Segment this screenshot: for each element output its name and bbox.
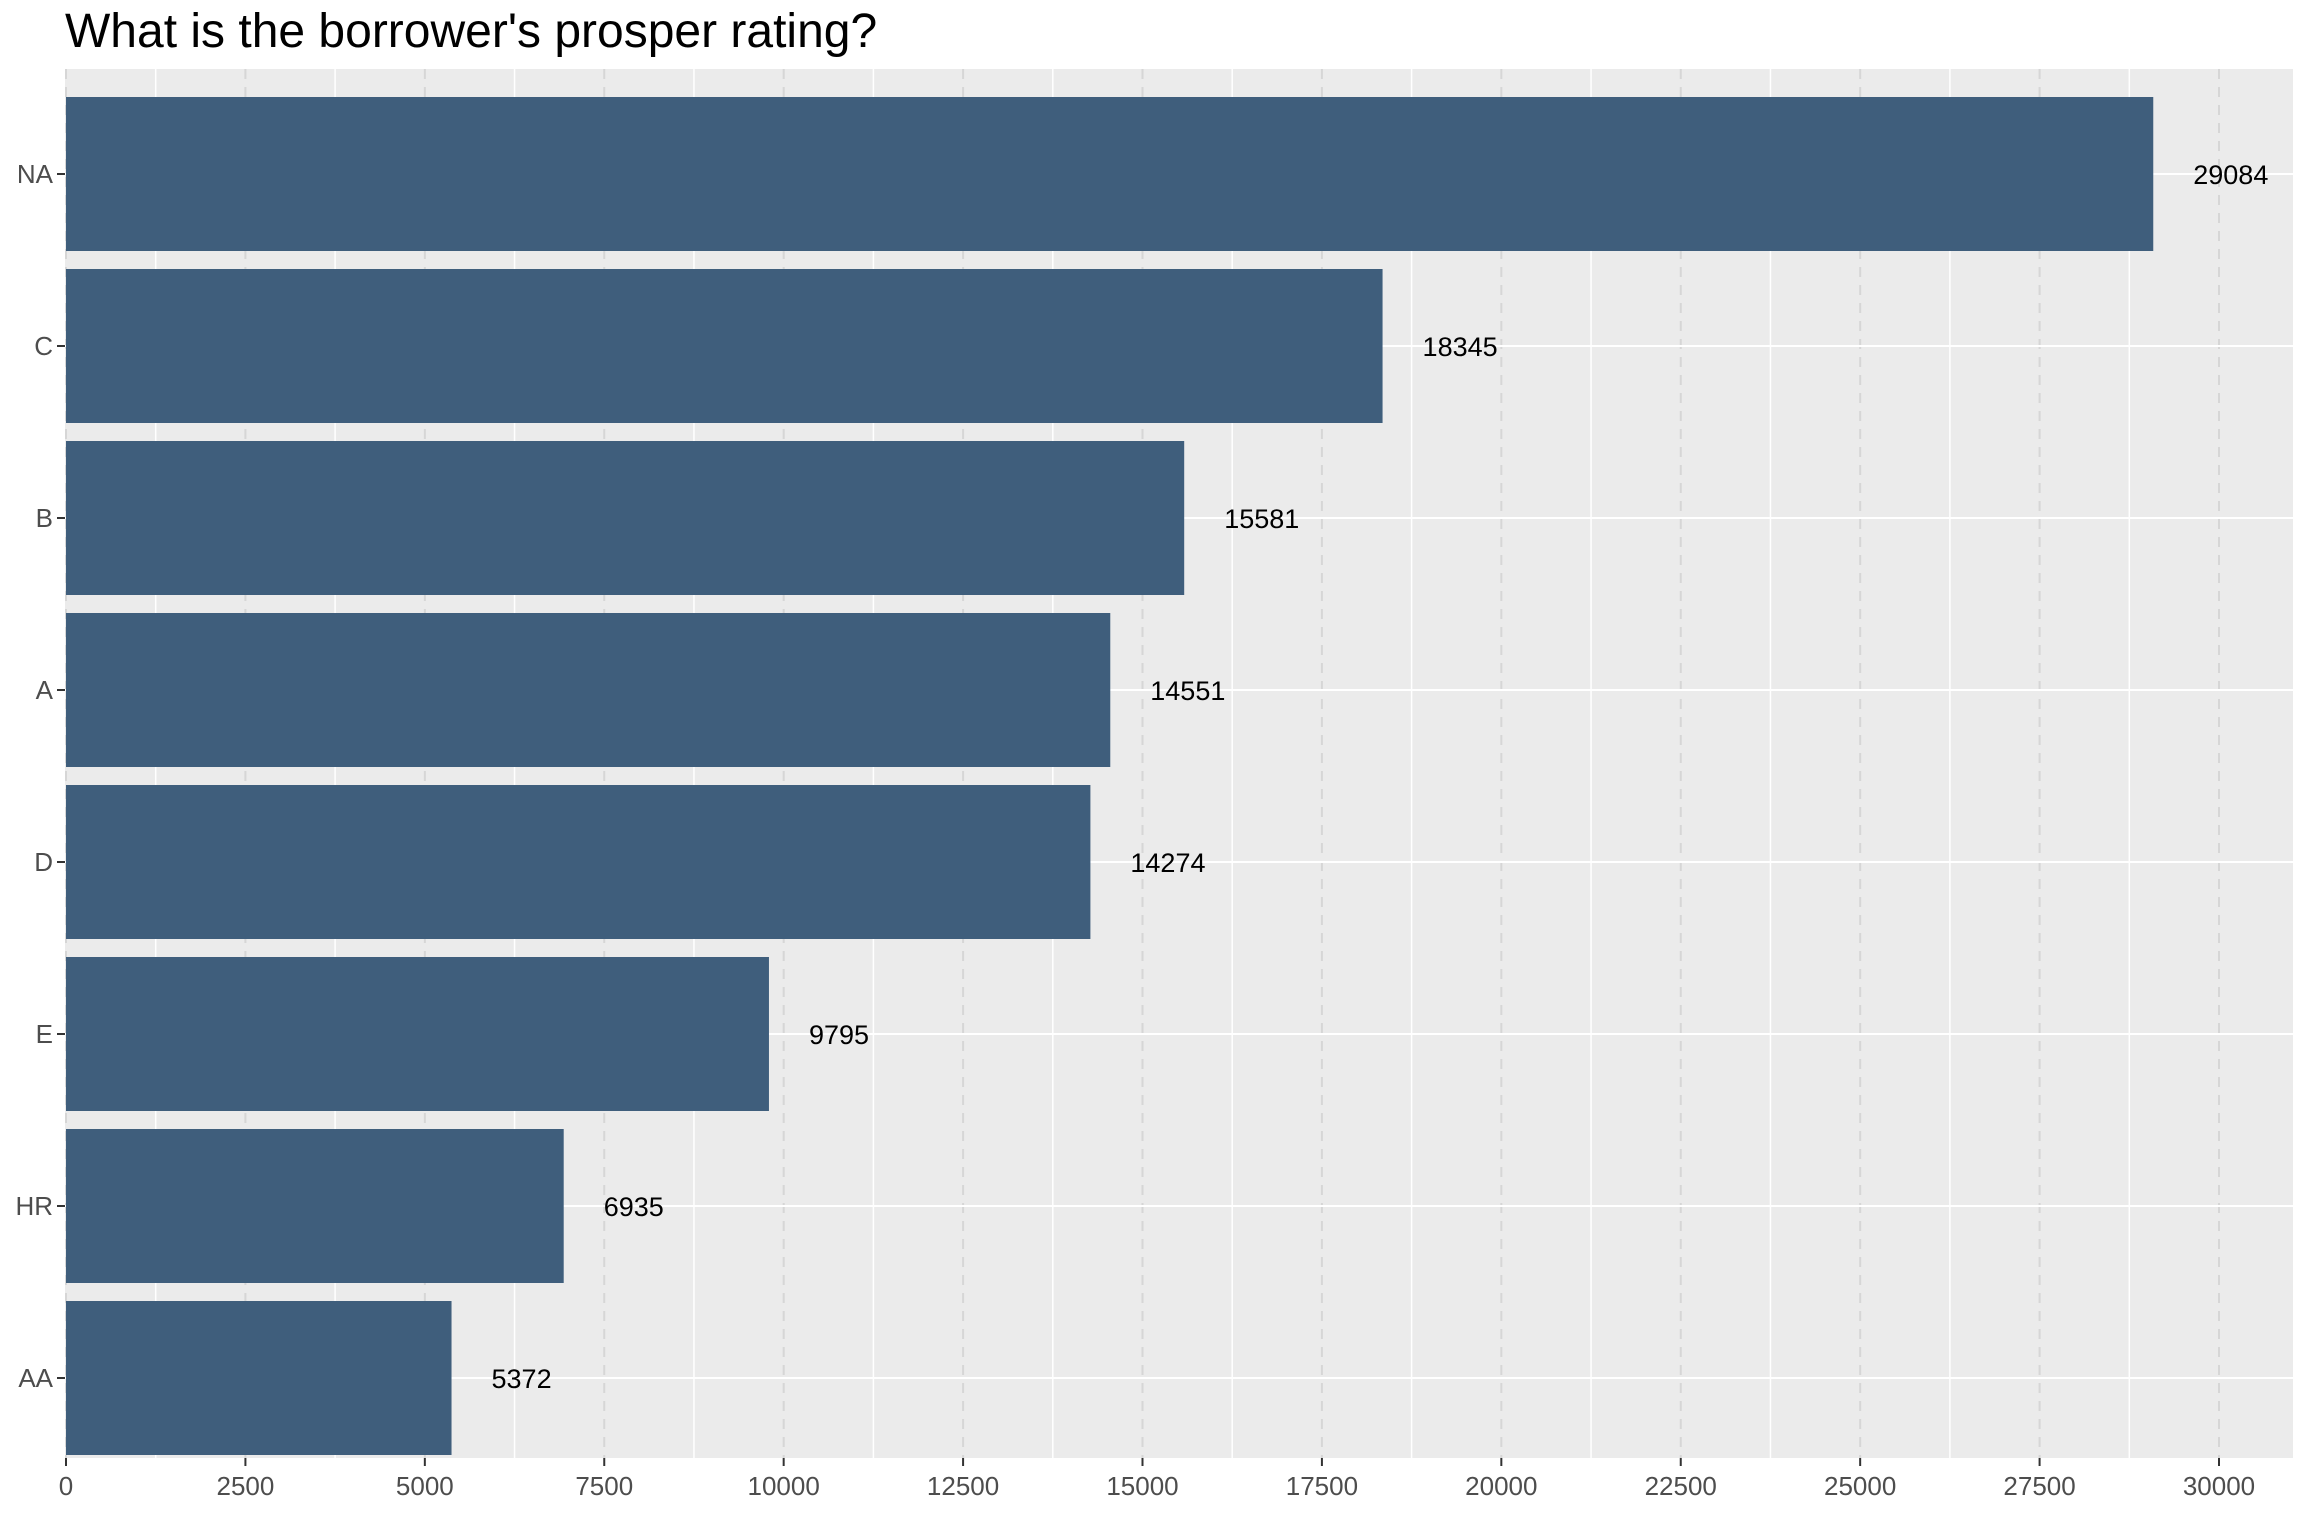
x-tick-label: 5000: [396, 1471, 454, 1501]
chart-title: What is the borrower's prosper rating?: [65, 5, 878, 58]
bar-c: [66, 269, 1383, 423]
y-tick-label-na: NA: [17, 159, 54, 189]
x-tick-label: 12500: [927, 1471, 999, 1501]
bar-hr: [66, 1129, 564, 1283]
x-tick-label: 7500: [575, 1471, 633, 1501]
data-label-c: 18345: [1423, 332, 1498, 362]
y-tick-label-b: B: [36, 503, 53, 533]
bar-d: [66, 785, 1091, 939]
y-tick-label-d: D: [34, 847, 53, 877]
bar-a: [66, 613, 1111, 767]
data-label-a: 14551: [1150, 676, 1225, 706]
x-tick-label: 30000: [2183, 1471, 2255, 1501]
x-tick-label: 20000: [1465, 1471, 1537, 1501]
x-tick-label: 10000: [748, 1471, 820, 1501]
data-label-hr: 6935: [604, 1192, 664, 1222]
bar-b: [66, 441, 1185, 595]
y-tick-label-a: A: [36, 675, 54, 705]
x-tick-label: 22500: [1645, 1471, 1717, 1501]
bar-e: [66, 957, 769, 1111]
y-tick-label-e: E: [36, 1019, 53, 1049]
data-label-b: 15581: [1224, 504, 1299, 534]
x-tick-label: 15000: [1106, 1471, 1178, 1501]
data-label-e: 9795: [809, 1020, 869, 1050]
x-tick-label: 0: [59, 1471, 73, 1501]
data-label-aa: 5372: [492, 1364, 552, 1394]
bar-aa: [66, 1301, 452, 1455]
y-tick-label-aa: AA: [18, 1363, 53, 1393]
x-tick-label: 25000: [1824, 1471, 1896, 1501]
x-tick-label: 2500: [216, 1471, 274, 1501]
data-label-d: 14274: [1130, 848, 1205, 878]
data-label-na: 29084: [2193, 160, 2268, 190]
x-tick-label: 17500: [1286, 1471, 1358, 1501]
y-tick-label-c: C: [34, 331, 53, 361]
bar-na: [66, 97, 2154, 251]
x-tick-label: 27500: [2003, 1471, 2075, 1501]
y-tick-label-hr: HR: [15, 1191, 53, 1221]
